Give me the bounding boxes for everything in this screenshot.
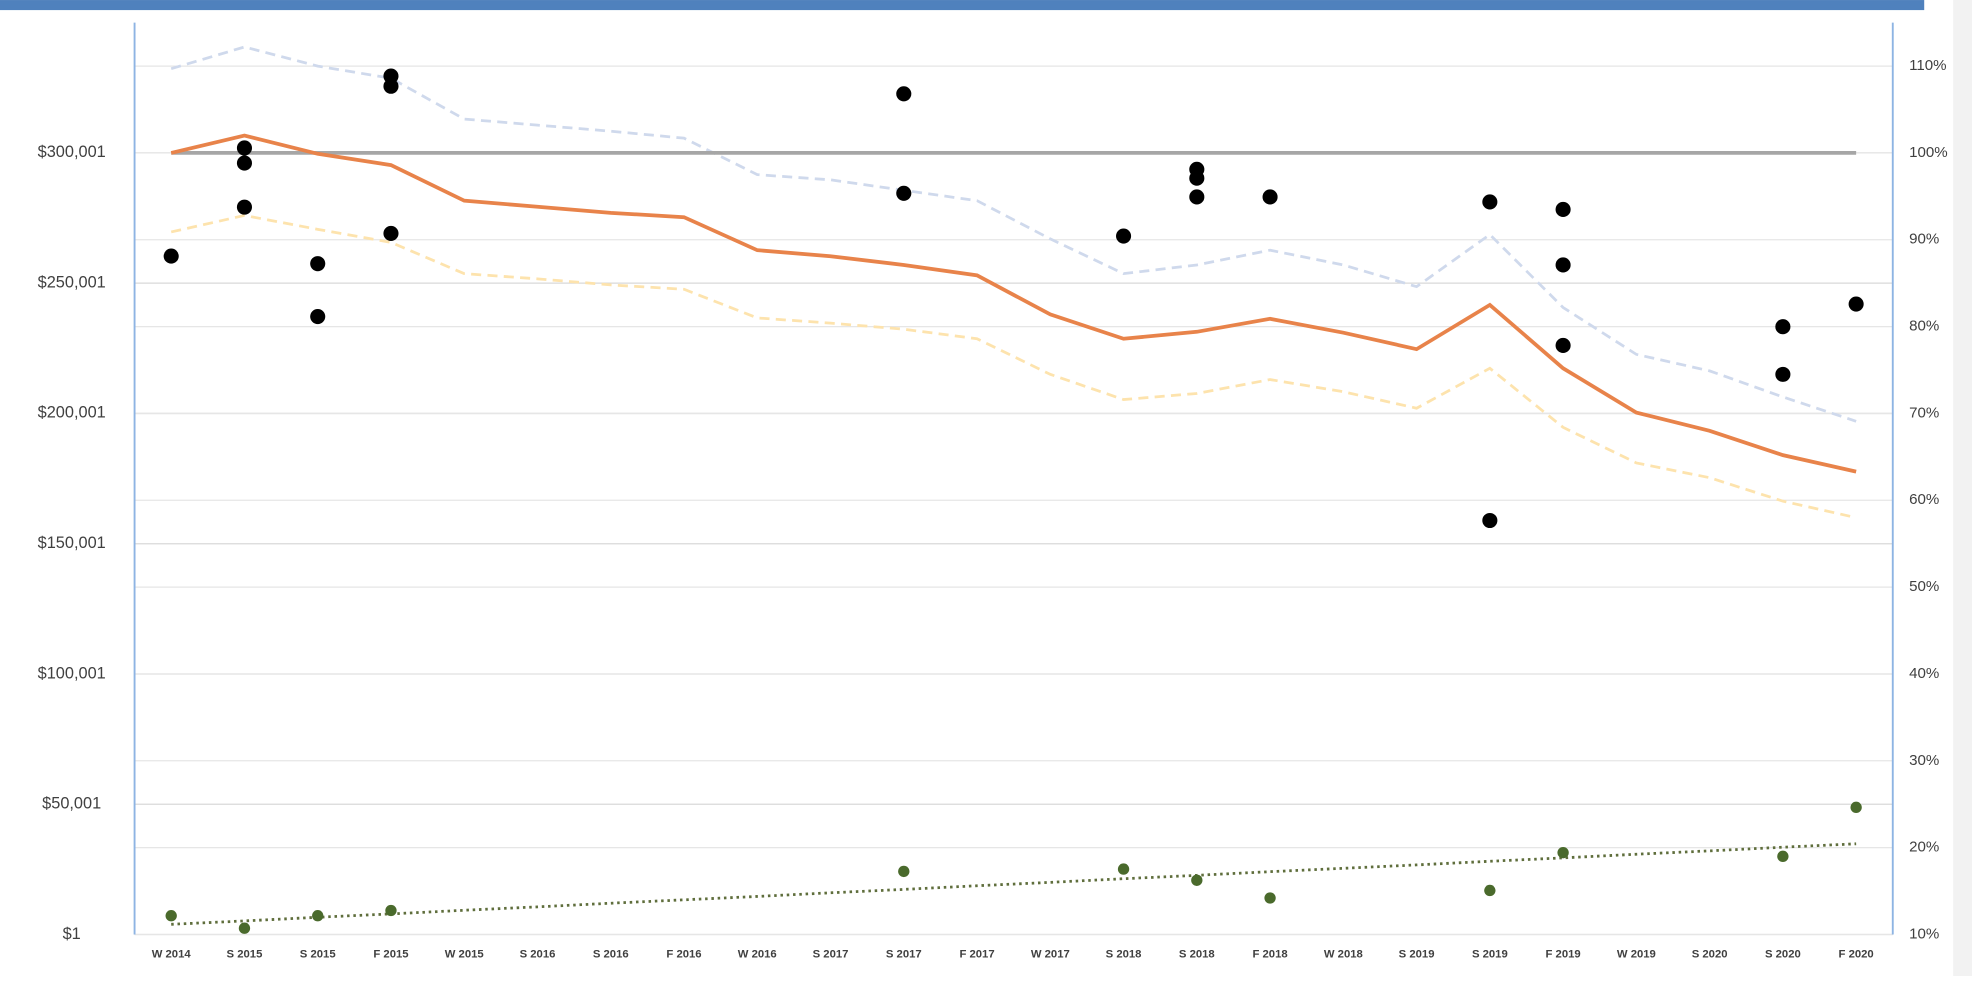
x-tick-label: W 2019 (1617, 949, 1656, 961)
x-tick-label: S 2016 (520, 949, 556, 961)
dot (312, 910, 324, 922)
x-tick-label: S 2017 (886, 949, 922, 961)
x-tick-label: W 2016 (738, 949, 777, 961)
dot (1482, 512, 1498, 529)
dot (896, 86, 912, 102)
dot (385, 904, 397, 917)
dot (1555, 257, 1571, 273)
dot (1775, 319, 1791, 335)
dot (1555, 337, 1571, 353)
dot (1777, 850, 1789, 862)
dot (236, 140, 253, 156)
dot (1117, 863, 1130, 875)
edge (1953, 0, 1972, 976)
dot (1557, 847, 1569, 859)
dot (1850, 801, 1862, 813)
y2-tick-label: 40% (1909, 665, 1939, 682)
dot (383, 78, 399, 94)
x-tick-label: W 2018 (1324, 949, 1363, 961)
x-tick-label: F 2017 (959, 949, 994, 961)
dot (165, 910, 177, 922)
x-tick-label: S 2020 (1765, 949, 1801, 961)
y2-tick-label: 50% (1909, 578, 1939, 595)
y2-tick-label: 30% (1909, 752, 1939, 769)
dot (236, 199, 253, 215)
x-tick-label: S 2015 (227, 949, 263, 961)
dot (310, 256, 326, 272)
y2-tick-label: 20% (1909, 839, 1939, 856)
y2-tick-label: 70% (1909, 404, 1939, 421)
y-tick-label: $150,001 (38, 534, 106, 552)
dot (1848, 296, 1864, 312)
x-tick-label: S 2015 (300, 949, 336, 961)
y2-tick-label: 10% (1909, 925, 1939, 942)
y2-tick-label: 110% (1909, 57, 1946, 74)
y-tick-label: $1 (63, 925, 81, 943)
dot (896, 185, 912, 201)
series-line (170, 45, 1857, 423)
y-tick-label: $100,001 (38, 664, 106, 682)
dot (1555, 201, 1571, 218)
y-tick-label: $200,001 (38, 404, 106, 422)
dot (310, 308, 326, 325)
y-tick-label: $250,001 (38, 273, 106, 291)
x-tick-label: S 2019 (1472, 949, 1508, 961)
dot (1264, 892, 1276, 904)
x-tick-label: S 2016 (593, 949, 629, 961)
dot (236, 155, 253, 171)
x-tick-label: S 2020 (1692, 949, 1728, 961)
x-tick-label: W 2015 (445, 949, 484, 961)
y2-tick-label: 90% (1909, 231, 1939, 248)
series-line (170, 133, 1857, 474)
series-line (171, 842, 1857, 926)
dot (1191, 874, 1203, 886)
dot (1116, 228, 1132, 244)
dot (898, 865, 910, 878)
dot (1775, 366, 1791, 382)
dot (1262, 189, 1278, 205)
series-line (170, 214, 1857, 519)
y-tick-label: $50,001 (42, 795, 101, 813)
x-tick-label: S 2018 (1106, 949, 1142, 961)
x-tick-label: W 2014 (152, 949, 192, 961)
x-tick-label: S 2019 (1399, 949, 1435, 961)
x-tick-label: W 2017 (1031, 949, 1070, 961)
x-tick-label: F 2018 (1252, 949, 1287, 961)
x-tick-label: F 2015 (373, 949, 408, 961)
y-tick-label: $300,001 (38, 143, 106, 161)
dot (1189, 170, 1205, 186)
top-bar (0, 0, 1925, 11)
dot (163, 248, 179, 264)
x-tick-label: F 2019 (1546, 949, 1581, 961)
dot (1189, 189, 1205, 205)
dot (1484, 884, 1496, 897)
y2-tick-label: 60% (1909, 491, 1939, 508)
dot (383, 225, 399, 241)
x-tick-label: F 2016 (666, 949, 701, 961)
dot (1482, 194, 1498, 210)
x-tick-label: S 2018 (1179, 949, 1215, 961)
x-tick-label: S 2017 (813, 949, 849, 961)
x-tick-label: F 2020 (1839, 949, 1874, 961)
dot (238, 922, 251, 934)
y2-tick-label: 80% (1909, 318, 1939, 335)
y2-tick-label: 100% (1909, 144, 1948, 161)
